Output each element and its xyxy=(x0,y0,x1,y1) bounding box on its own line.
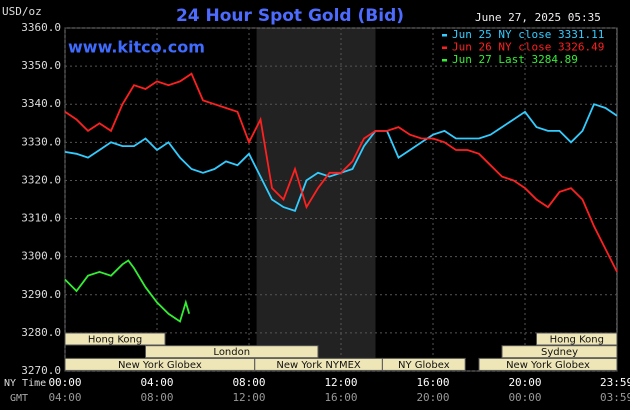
session-bar xyxy=(478,357,618,371)
y-tick-label: 3320.0 xyxy=(21,173,61,186)
legend-swatch xyxy=(442,46,447,49)
session-label: Sydney xyxy=(541,347,578,358)
gmt-tick-label: 03:59 xyxy=(600,391,630,404)
y-tick-label: 3270.0 xyxy=(21,364,61,377)
y-tick-label: 3280.0 xyxy=(21,326,61,339)
gmt-tick-label: 04:00 xyxy=(48,391,81,404)
x-tick-label: 16:00 xyxy=(416,376,449,389)
price-line xyxy=(64,72,618,273)
gmt-tick-label: 20:00 xyxy=(416,391,449,404)
session-label: NY Globex xyxy=(398,360,450,371)
price-line xyxy=(64,259,191,323)
legend-swatch xyxy=(442,59,447,62)
x-tick-label: 08:00 xyxy=(232,376,265,389)
legend-entry: Jun 25 NY close 3331.11 xyxy=(452,28,604,41)
timestamp: June 27, 2025 05:35 xyxy=(475,11,601,24)
x-tick-label: 04:00 xyxy=(140,376,173,389)
x-tick-label: 00:00 xyxy=(48,376,81,389)
x-tick-label: 12:00 xyxy=(324,376,357,389)
y-tick-label: 3290.0 xyxy=(21,288,61,301)
session-label: Hong Kong xyxy=(550,335,604,346)
y-tick-label: 3340.0 xyxy=(21,97,61,110)
shaded-region xyxy=(256,28,376,371)
chart-title: 24 Hour Spot Gold (Bid) xyxy=(176,6,404,26)
session-label: New York Globex xyxy=(506,360,590,371)
y-tick-label: 3350.0 xyxy=(21,59,61,72)
session-label: Hong Kong xyxy=(88,335,142,346)
legend-swatch xyxy=(442,34,447,37)
session-label: New York Globex xyxy=(118,360,202,371)
session-bar xyxy=(64,332,166,346)
session-bar xyxy=(536,332,618,346)
watermark: www.kitco.com xyxy=(68,38,205,57)
legend-entry: Jun 26 NY close 3326.49 xyxy=(452,41,604,54)
gmt-tick-label: 16:00 xyxy=(324,391,357,404)
session-bar xyxy=(501,345,618,359)
gmt-tick-label: 12:00 xyxy=(232,391,265,404)
session-label: London xyxy=(213,347,250,358)
x-axis-label: GMT xyxy=(10,393,28,404)
y-tick-label: 3300.0 xyxy=(21,250,61,263)
gmt-tick-label: 08:00 xyxy=(140,391,173,404)
y-tick-label: 3330.0 xyxy=(21,135,61,148)
x-axis-label: NY Time xyxy=(4,378,46,389)
unit-label: USD/oz xyxy=(2,5,42,18)
session-bar xyxy=(145,345,319,359)
session-bar xyxy=(381,357,466,371)
session-label: New York NYMEX xyxy=(276,360,361,371)
y-tick-label: 3310.0 xyxy=(21,212,61,225)
gmt-tick-label: 00:00 xyxy=(508,391,541,404)
legend-entry: Jun 27 Last 3284.89 xyxy=(452,53,578,66)
y-tick-label: 3360.0 xyxy=(21,21,61,34)
x-tick-label: 20:00 xyxy=(508,376,541,389)
x-tick-label: 23:59 xyxy=(600,376,630,389)
